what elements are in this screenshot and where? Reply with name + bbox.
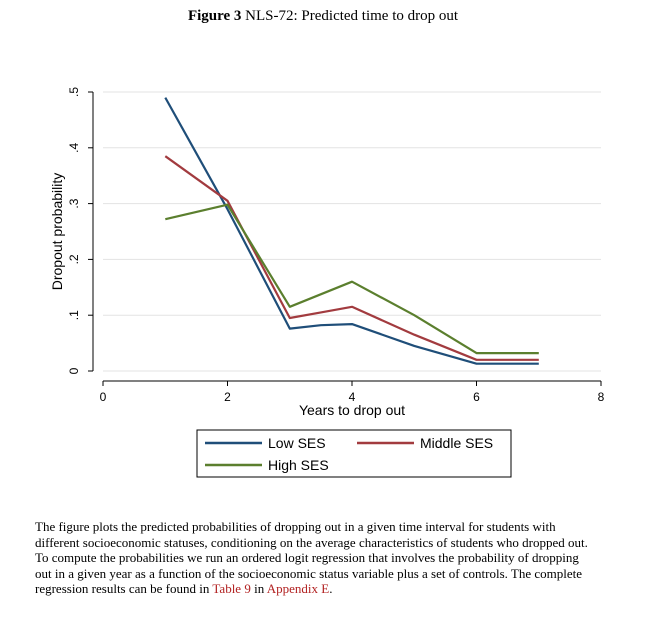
- caption-text: The figure plots the predicted probabili…: [35, 519, 588, 596]
- x-tick-label: 4: [349, 390, 356, 404]
- y-axis-title: Dropout probability: [49, 173, 65, 291]
- series-line-high-ses: [165, 203, 539, 355]
- y-tick-label: .5: [67, 87, 81, 97]
- line-chart: 0 .1 .2 .3 .4 .5 0 2 4 6 8 Years to drop out Dropout…: [49, 87, 605, 478]
- figure-label: Figure 3: [187, 8, 242, 24]
- y-tick-label: .1: [67, 310, 81, 320]
- x-tick-label: 8: [598, 390, 605, 404]
- x-axis-title: Years to drop out: [299, 402, 405, 418]
- legend-label-low-ses: Low SES: [268, 435, 326, 451]
- caption-mid: in: [250, 581, 267, 596]
- legend-box: [196, 429, 512, 478]
- x-tick-label: 2: [224, 390, 231, 404]
- x-tick-label: 6: [473, 390, 480, 404]
- figure-caption: The figure plots the predicted probabili…: [35, 519, 595, 597]
- figure-title-text: NLS-72: Predicted time to drop out: [245, 8, 459, 24]
- table-9-link[interactable]: Table 9: [212, 581, 251, 596]
- caption-end: .: [329, 581, 333, 596]
- y-tick-label: 0: [67, 367, 81, 374]
- legend-label-middle-ses: Middle SES: [420, 435, 493, 451]
- figure-title: Figure 3 NLS-72: Predicted time to drop …: [0, 8, 646, 25]
- series-line-middle-ses: [164, 155, 539, 361]
- series-line-low-ses: [164, 97, 539, 365]
- appendix-e-link[interactable]: Appendix E: [266, 581, 330, 596]
- y-tick-label: .4: [67, 142, 81, 152]
- legend-label-high-ses: High SES: [268, 457, 329, 473]
- x-tick-label: 0: [100, 390, 107, 404]
- y-tick-label: .3: [67, 198, 81, 208]
- y-tick-label: .2: [67, 254, 81, 264]
